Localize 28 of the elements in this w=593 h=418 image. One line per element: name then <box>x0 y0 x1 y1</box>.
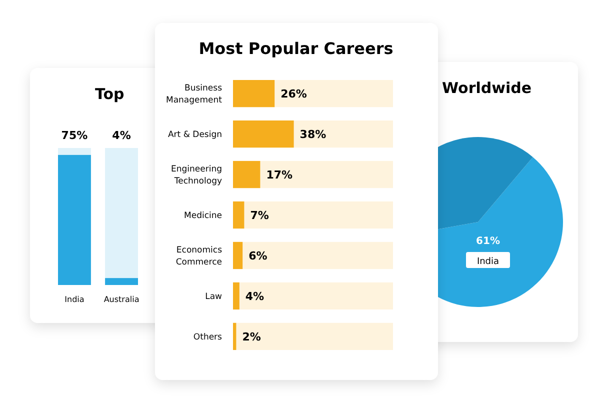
chart-title: Most Popular Careers <box>198 39 394 58</box>
y-tick-label: Economics Commerce <box>176 245 223 268</box>
data-label: 2% <box>242 330 261 344</box>
bar <box>233 160 260 188</box>
data-label: 61% <box>476 236 500 247</box>
data-label: 6% <box>248 249 268 262</box>
y-tick-label: Medicine <box>184 211 222 221</box>
y-tick-label: Others <box>193 332 223 342</box>
data-label: 7% <box>250 209 269 222</box>
y-tick-label: Law <box>205 292 222 302</box>
y-tick-label: Engineering Technology <box>171 164 222 187</box>
y-tick-label: Art & Design <box>168 130 222 140</box>
y-tick-label: Business Management <box>166 84 223 106</box>
chart-title: Worldwide <box>442 79 532 97</box>
bar <box>233 80 275 108</box>
data-label: 26% <box>280 88 307 101</box>
data-label: 38% <box>300 128 326 142</box>
bar <box>233 282 240 310</box>
bar <box>233 201 244 229</box>
slice-label: India <box>476 257 500 267</box>
chart-title: Top <box>95 85 125 103</box>
bar <box>233 322 236 350</box>
x-tick-label: Australia <box>104 295 140 304</box>
data-label: 75% <box>61 129 88 142</box>
data-label: 17% <box>266 168 293 182</box>
data-label: 4% <box>112 129 131 142</box>
data-label: 4% <box>245 290 264 303</box>
bar <box>233 242 243 270</box>
